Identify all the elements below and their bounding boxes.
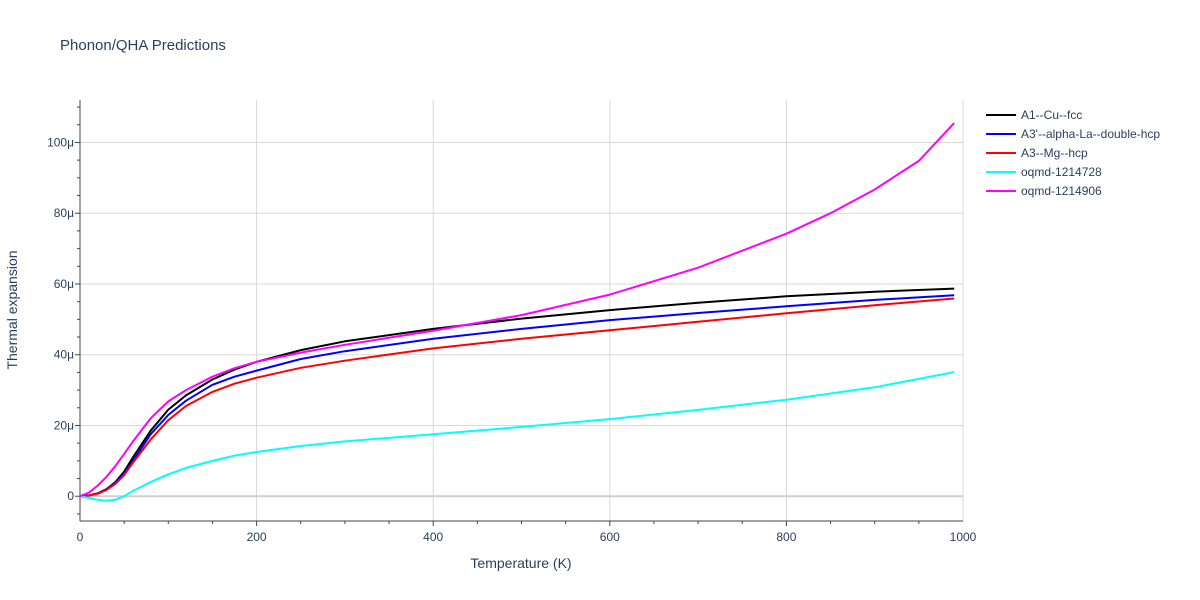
x-tick-label: 800 <box>776 530 796 544</box>
legend-label: A3'--alpha-La--double-hcp <box>1021 127 1160 141</box>
x-axis-title: Temperature (K) <box>470 555 571 571</box>
y-tick-label: 40μ <box>54 348 74 362</box>
x-axis-ticks: 0 200 400 600 800 1000 <box>77 530 977 544</box>
legend-item[interactable]: A3'--alpha-La--double-hcp <box>986 127 1160 141</box>
legend-label: A3--Mg--hcp <box>1021 146 1088 160</box>
chart-title: Phonon/QHA Predictions <box>60 37 226 54</box>
y-tick-label: 80μ <box>54 206 74 220</box>
legend[interactable]: A1--Cu--fcc A3'--alpha-La--double-hcp A3--… <box>986 108 1160 198</box>
axes <box>75 100 963 526</box>
legend-label: A1--Cu--fcc <box>1021 108 1082 122</box>
legend-label: oqmd-1214906 <box>1021 184 1102 198</box>
x-tick-label: 0 <box>77 530 84 544</box>
series-line <box>79 371 955 502</box>
y-axis-ticks: 0 20μ 40μ 60μ 80μ 100μ <box>47 135 74 503</box>
legend-label: oqmd-1214728 <box>1021 165 1102 179</box>
series-line <box>79 297 955 498</box>
y-tick-label: 100μ <box>47 135 74 149</box>
x-tick-label: 1000 <box>950 530 977 544</box>
x-tick-label: 200 <box>247 530 267 544</box>
legend-item[interactable]: oqmd-1214906 <box>986 184 1102 198</box>
series-line <box>79 122 955 498</box>
series-line <box>79 294 955 498</box>
legend-item[interactable]: oqmd-1214728 <box>986 165 1102 179</box>
x-tick-label: 600 <box>600 530 620 544</box>
grid <box>80 100 964 521</box>
y-tick-label: 20μ <box>54 418 74 432</box>
y-tick-label: 60μ <box>54 277 74 291</box>
y-tick-label: 0 <box>67 489 74 503</box>
x-tick-label: 400 <box>423 530 443 544</box>
y-axis-title: Thermal expansion <box>4 250 20 369</box>
plot-area <box>79 122 955 502</box>
legend-item[interactable]: A1--Cu--fcc <box>986 108 1082 122</box>
legend-item[interactable]: A3--Mg--hcp <box>986 146 1088 160</box>
